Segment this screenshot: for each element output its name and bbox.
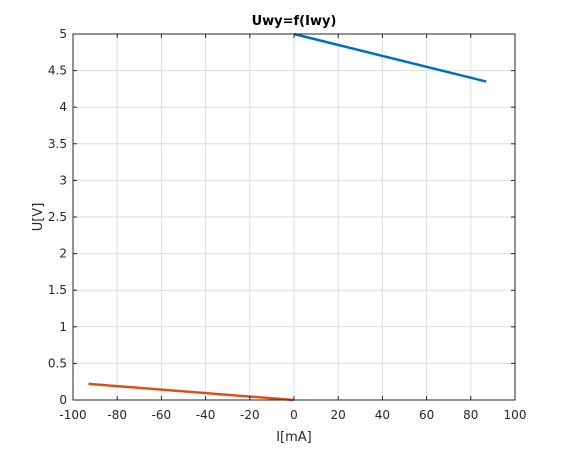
y-tick-label: 0 xyxy=(59,393,67,407)
x-tick-label: -100 xyxy=(59,408,86,422)
series-line-1 xyxy=(293,32,487,83)
x-tick-label: 80 xyxy=(463,408,478,422)
y-tick-label: 3.5 xyxy=(48,137,67,151)
x-axis-ticks: -100 -80 -60 -40 -20 0 20 40 60 80 100 xyxy=(59,34,526,422)
x-axis-label: I[mA] xyxy=(276,430,312,445)
x-tick-label: 100 xyxy=(504,408,527,422)
chart-title: Uwy=f(Iwy) xyxy=(252,14,337,29)
x-tick-label: 60 xyxy=(419,408,434,422)
y-tick-label: 0.5 xyxy=(48,356,67,370)
y-axis-ticks: 0 0.5 1 1.5 2 2.5 3 3.5 4 4.5 5 xyxy=(48,27,515,407)
x-tick-label: 40 xyxy=(375,408,390,422)
x-tick-label: -40 xyxy=(196,408,216,422)
series-line-2 xyxy=(88,382,295,402)
x-tick-label: -20 xyxy=(240,408,260,422)
y-axis-label: U[V] xyxy=(31,203,46,232)
x-tick-label: -60 xyxy=(152,408,172,422)
y-tick-label: 3 xyxy=(59,173,67,187)
y-tick-label: 5 xyxy=(59,27,67,41)
y-tick-label: 1 xyxy=(59,320,67,334)
y-tick-label: 1.5 xyxy=(48,283,67,297)
y-tick-label: 4.5 xyxy=(48,64,67,78)
series-layer xyxy=(88,32,487,402)
y-tick-label: 4 xyxy=(59,100,67,114)
y-tick-label: 2 xyxy=(59,247,67,261)
x-tick-label: 0 xyxy=(290,408,298,422)
y-tick-label: 2.5 xyxy=(48,210,67,224)
x-tick-label: 20 xyxy=(331,408,346,422)
x-tick-label: -80 xyxy=(107,408,127,422)
